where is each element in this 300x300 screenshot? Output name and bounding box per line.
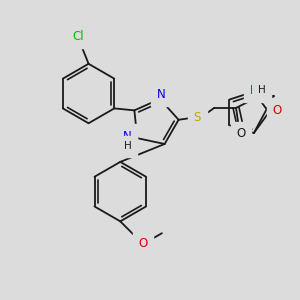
Text: O: O bbox=[272, 104, 281, 117]
Text: O: O bbox=[138, 237, 148, 250]
Text: N: N bbox=[250, 84, 258, 97]
Text: S: S bbox=[194, 111, 201, 124]
Text: Cl: Cl bbox=[73, 30, 85, 43]
Text: N: N bbox=[123, 130, 132, 143]
Text: H: H bbox=[124, 141, 131, 151]
Text: O: O bbox=[236, 127, 246, 140]
Text: N: N bbox=[157, 88, 165, 100]
Text: H: H bbox=[258, 85, 266, 95]
